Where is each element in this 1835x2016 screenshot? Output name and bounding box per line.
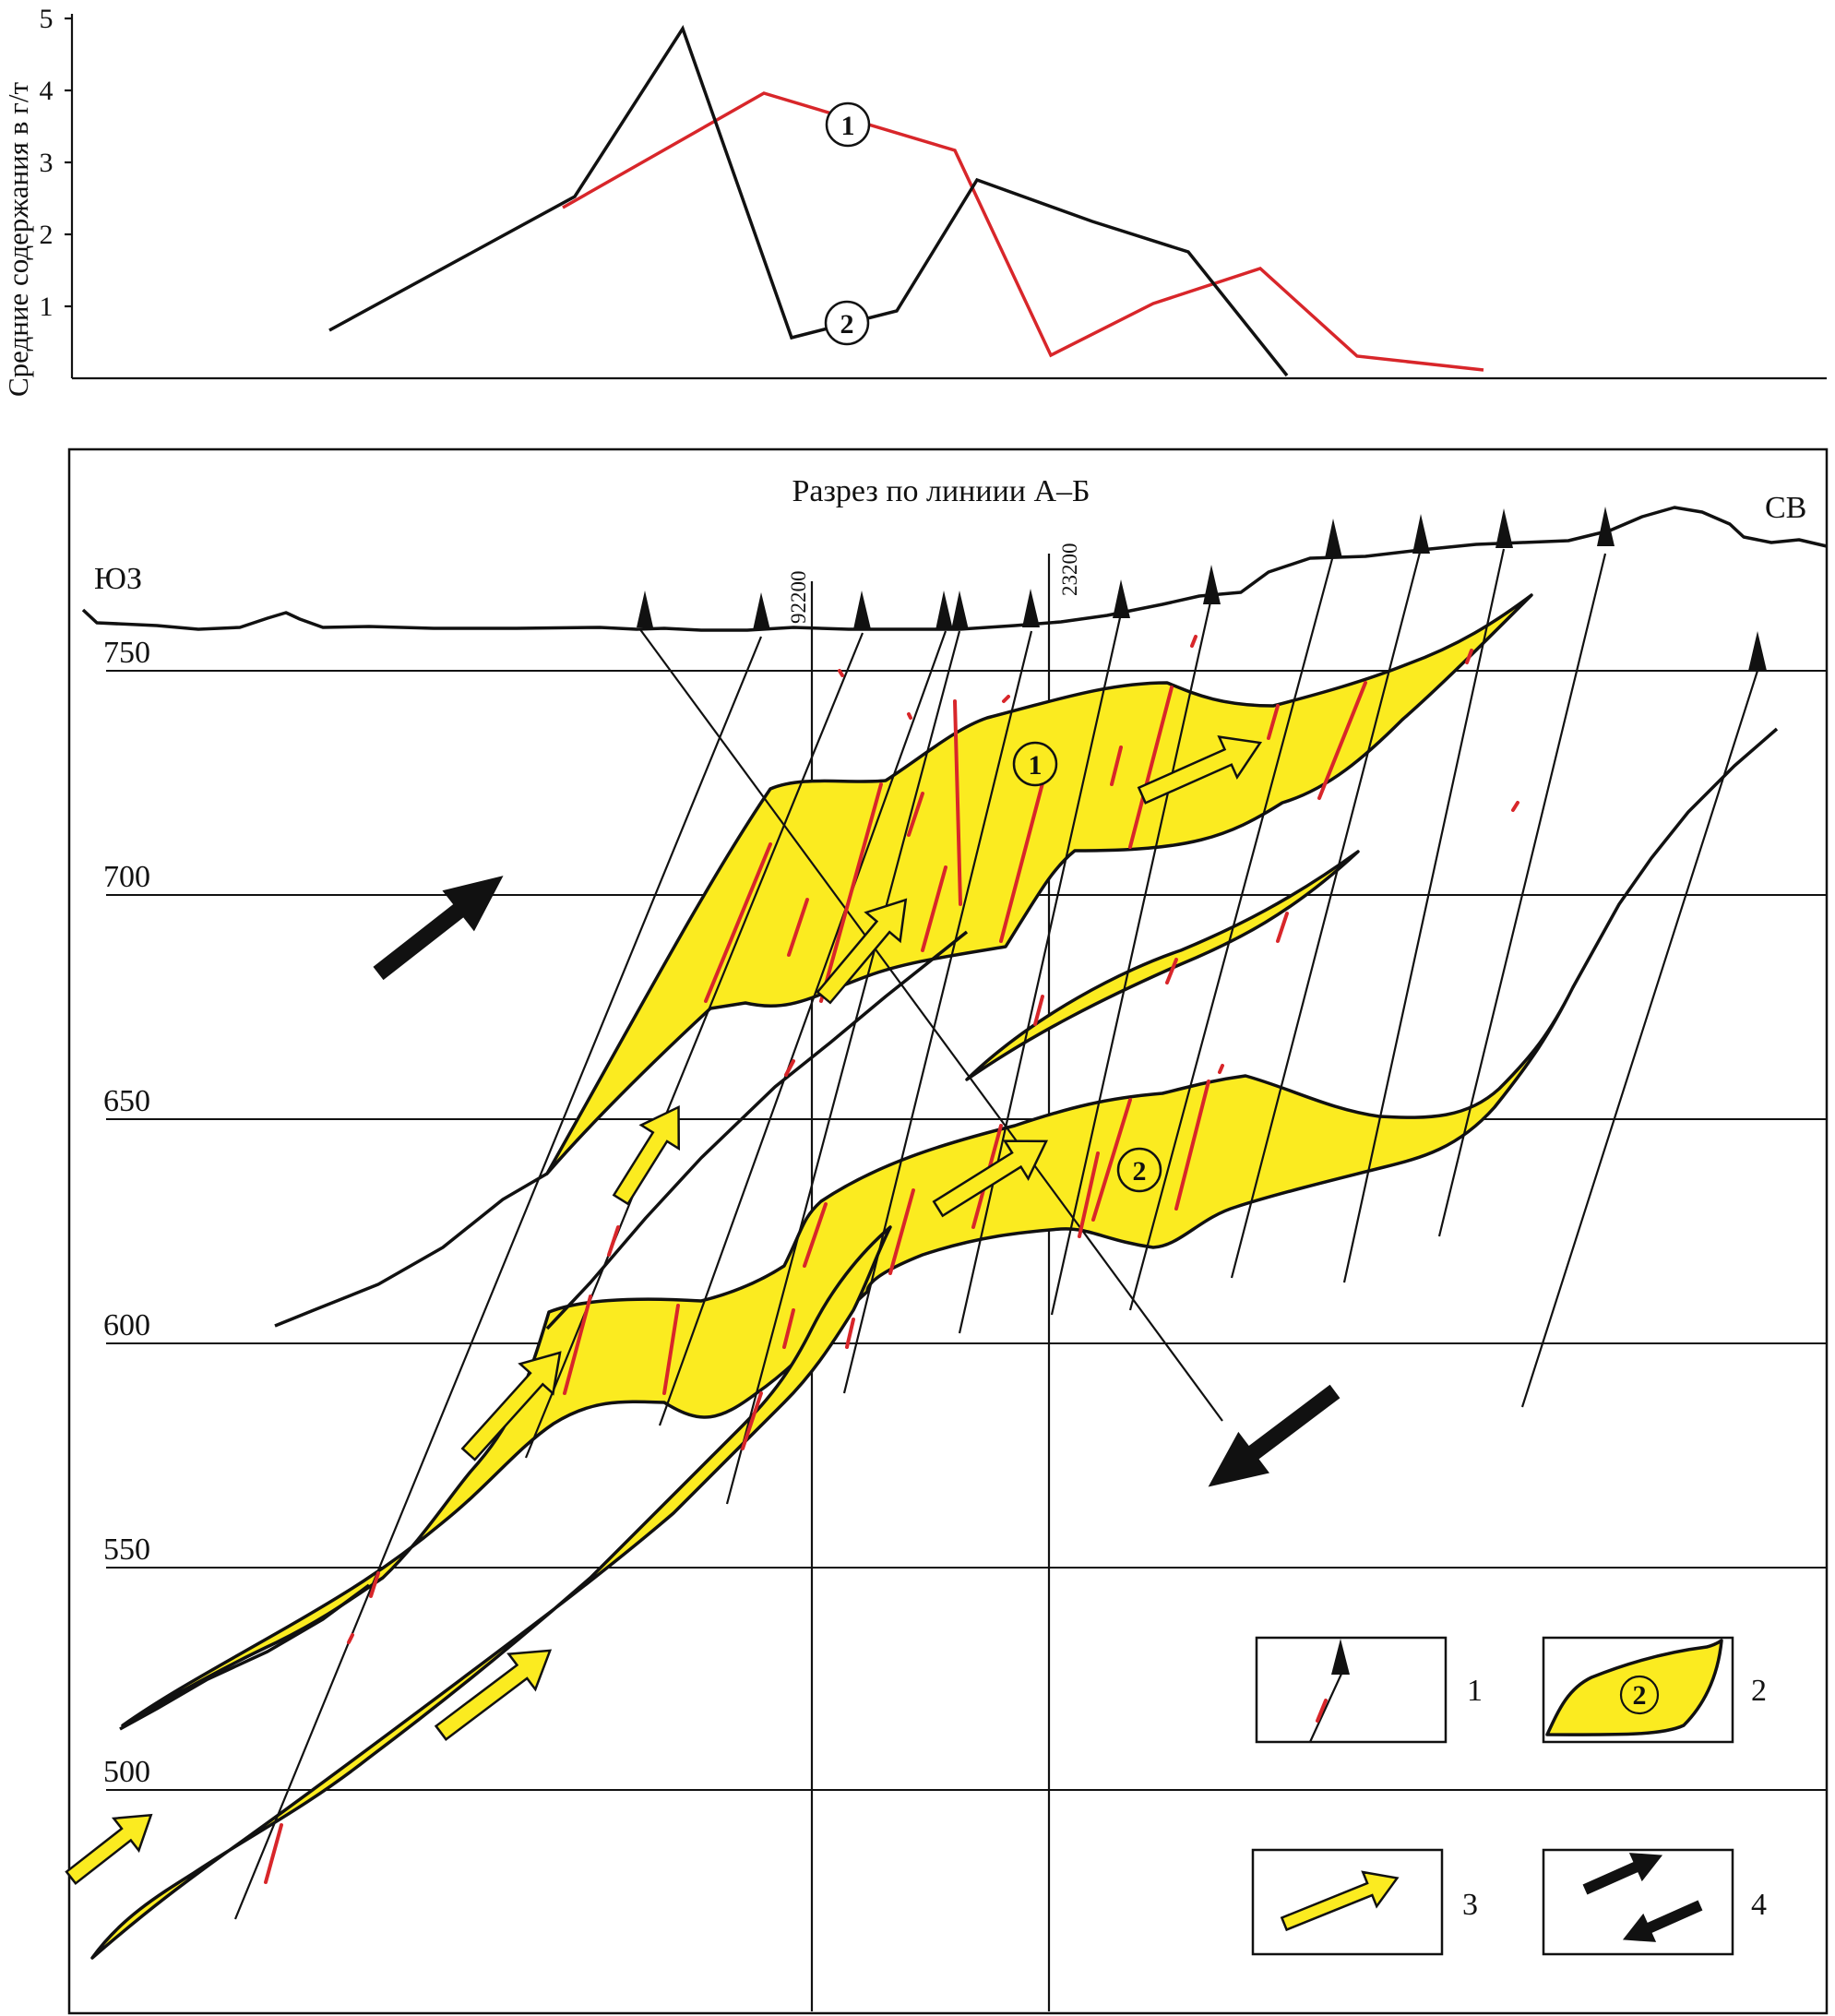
legend-item-3: 3 [1251,1848,1478,1956]
legend-number: 1 [1467,1674,1483,1708]
y-tick-label: 5 [40,4,54,34]
yellow-arrow-icon [460,1351,562,1461]
ore-body-middle-lens [965,850,1360,1081]
legend: 1 2 2 3 [1251,1636,1767,1956]
well-marker-icon [1203,565,1221,604]
black-arrow-icon [373,876,504,981]
mineralization-intervals [264,635,1519,1884]
legend-number: 4 [1751,1888,1767,1922]
yellow-arrow-icon [1137,735,1263,805]
y-tick-label: 2 [40,220,54,250]
series-1-marker: 1 [825,101,871,148]
yellow-arrow-icon [932,1139,1049,1218]
well-marker-icon [1495,508,1513,548]
boreholes [233,548,1759,1920]
cross-section: Разрез по линиии А–Б ЮЗ СВ 750 700 650 6… [65,447,1829,2015]
yellow-arrow-icon [1280,1870,1400,1932]
flow-arrows [65,735,1263,1886]
fault-lines [119,727,1779,1731]
well-marker-icon [935,590,953,630]
series-2-line [328,25,1289,377]
series-2-marker: 2 [824,300,870,346]
section-frame [67,447,1829,2015]
well-with-mineralization-icon [1309,1639,1350,1743]
legend-item-4: 4 [1542,1848,1767,1956]
yellow-arrow-icon [65,1813,153,1886]
legend-item-1: 1 [1255,1636,1483,1744]
well-marker-icon [1022,589,1040,627]
well-marker-icon [1113,579,1130,618]
elevation-grid [106,670,1827,1791]
legend-number: 2 [1751,1674,1767,1708]
tectonic-arrows [373,876,1341,1487]
ore-body-label-2: 2 [1116,1147,1162,1193]
ore-body-label-1: 1 [1012,741,1058,787]
black-arrows-icon [1582,1853,1703,1942]
y-tick-label: 1 [40,292,54,322]
well-marker-icon [1597,507,1615,546]
elevation-label: 500 [103,1755,150,1789]
well-marker-icon [753,592,770,630]
series-1-line [562,91,1484,372]
elevation-label: 550 [103,1533,150,1567]
ore-bodies [90,593,1575,1960]
svg-text:1: 1 [841,111,855,141]
svg-text:1: 1 [1029,750,1043,781]
ore-body-icon: 2 [1545,1639,1723,1736]
direction-ne: СВ [1765,491,1806,525]
well-marker-icon [1748,631,1767,671]
svg-text:2: 2 [1633,1680,1647,1711]
elevation-label: 750 [103,636,150,670]
well-marker-icon [853,590,871,629]
y-tick-label: 3 [40,148,54,178]
well-marker-icon [951,590,969,630]
legend-item-2: 2 2 [1542,1636,1767,1744]
black-arrow-icon [1208,1384,1341,1487]
yellow-arrow-icon [816,898,908,1005]
ore-body-2-lower-arm [90,1225,892,1960]
chart-y-ticks [65,17,72,308]
elevation-label: 600 [103,1308,150,1342]
legend-number: 3 [1462,1888,1478,1922]
y-tick-label: 4 [40,76,54,106]
top-chart: 1 2 3 4 5 Средние содержания в г/т 1 2 [2,4,1827,397]
ground-surface [81,506,1828,632]
svg-text:2: 2 [840,309,854,340]
svg-text:2: 2 [1133,1156,1147,1187]
well-label-92200: 92200 [787,571,810,625]
well-markers [637,507,1767,671]
section-title: Разрез по линиии А–Б [792,474,1090,508]
well-marker-icon [1325,519,1342,558]
elevation-label: 650 [103,1084,150,1118]
well-marker-icon [637,590,653,627]
direction-sw: ЮЗ [94,562,142,596]
well-marker-icon [1412,514,1430,554]
yellow-arrow-icon [612,1104,681,1206]
ore-body-1 [545,593,1533,1175]
chart-y-axis-label: Средние содержания в г/т [2,82,34,397]
yellow-arrow-icon [434,1649,553,1741]
well-label-23200: 23200 [1058,543,1081,597]
ore-body-2 [121,985,1575,1727]
elevation-label: 700 [103,860,150,894]
